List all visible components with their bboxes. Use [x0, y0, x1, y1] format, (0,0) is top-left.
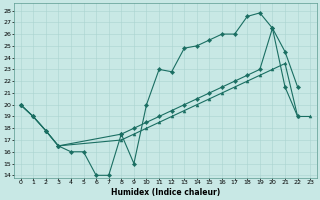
X-axis label: Humidex (Indice chaleur): Humidex (Indice chaleur) — [111, 188, 220, 197]
